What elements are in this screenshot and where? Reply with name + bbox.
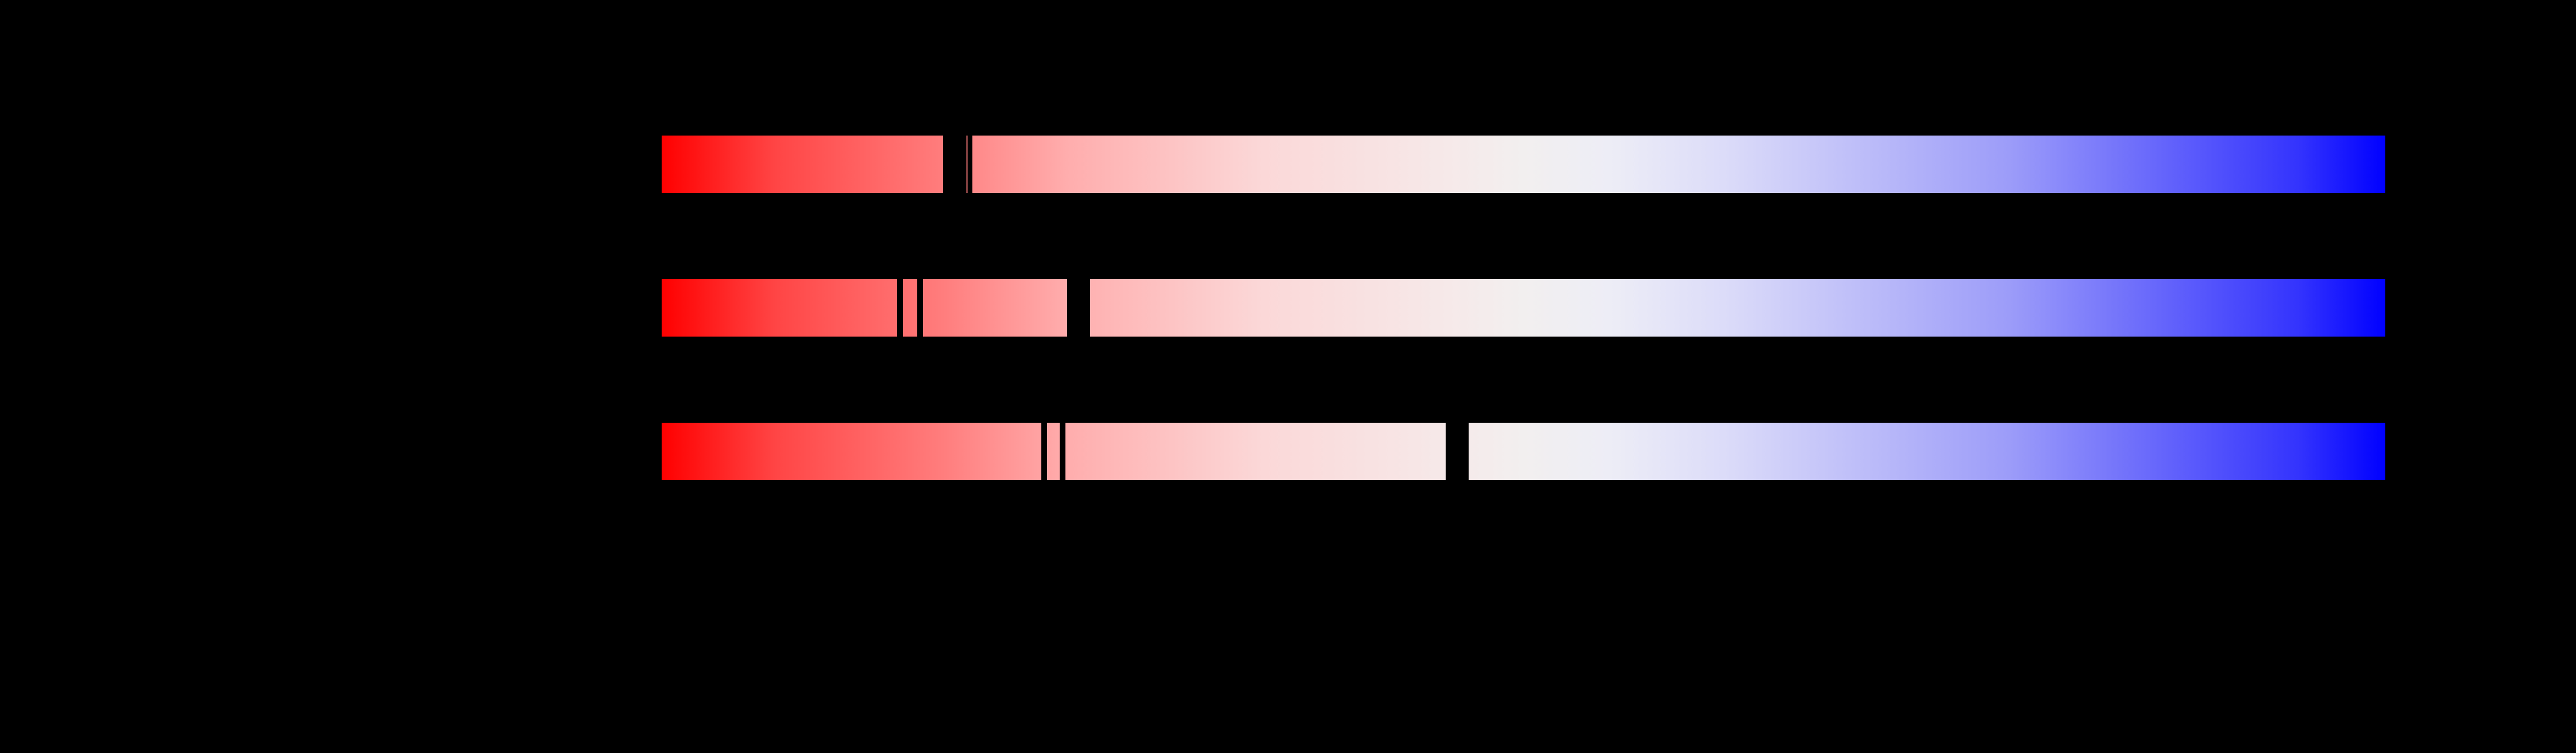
break-mark-thick [943,136,966,193]
gradient-colorbar-3 [662,423,2385,480]
break-mark-thin [1041,423,1047,480]
gradient-colorbar-2 [662,279,2385,337]
break-mark-thin [968,136,972,193]
break-mark-thick [1067,279,1090,337]
gradient-colorbar-1 [662,136,2385,193]
break-mark-thin [917,279,923,337]
break-mark-thin [1060,423,1065,480]
break-mark-sliver [966,136,968,193]
break-mark-thin [897,279,903,337]
break-mark-thick [1446,423,1469,480]
